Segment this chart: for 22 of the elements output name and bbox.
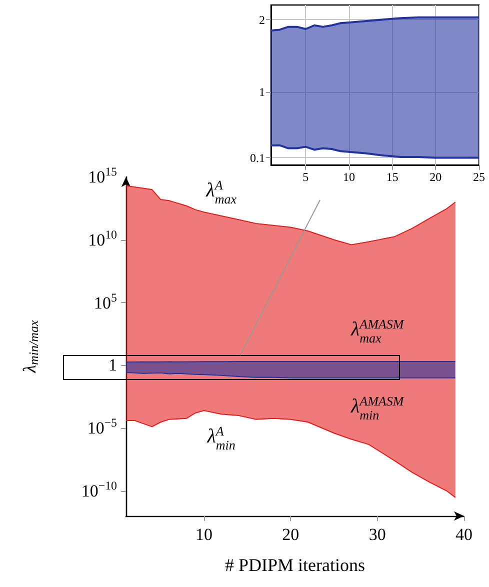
y-tick-label: 0.1 bbox=[250, 150, 265, 165]
x-tick-label: 10 bbox=[196, 525, 212, 544]
y-tick-label: 2 bbox=[259, 12, 265, 27]
x-axis-title: # PDIPM iterations bbox=[224, 555, 366, 575]
x-tick-label: 40 bbox=[456, 525, 472, 544]
x-tick-label: 25 bbox=[473, 170, 485, 184]
x-tick-label: 20 bbox=[282, 525, 300, 544]
y-tick-label: 1 bbox=[108, 356, 117, 375]
y-tick-label: 10$^{15}$ bbox=[88, 164, 117, 186]
y-axis-title: λmin/max bbox=[20, 320, 41, 374]
line-series bbox=[270, 144, 480, 159]
line-series bbox=[270, 16, 480, 32]
y-tick-label: 1 bbox=[259, 85, 265, 100]
y-tick-label: 10$^{−10}$ bbox=[81, 478, 117, 500]
x-tick-label: 20 bbox=[430, 170, 442, 184]
x-tick-label: 30 bbox=[368, 525, 386, 544]
y-tick-label: 10$^{10}$ bbox=[88, 227, 117, 250]
x-tick-label: 10 bbox=[343, 170, 355, 184]
x-tick-label: 15 bbox=[386, 170, 398, 184]
y-tick-label: 10$^{−5}$ bbox=[87, 415, 117, 438]
x-tick-label: 5 bbox=[302, 170, 309, 184]
y-tick-label: 10$^{5}$ bbox=[94, 290, 117, 312]
